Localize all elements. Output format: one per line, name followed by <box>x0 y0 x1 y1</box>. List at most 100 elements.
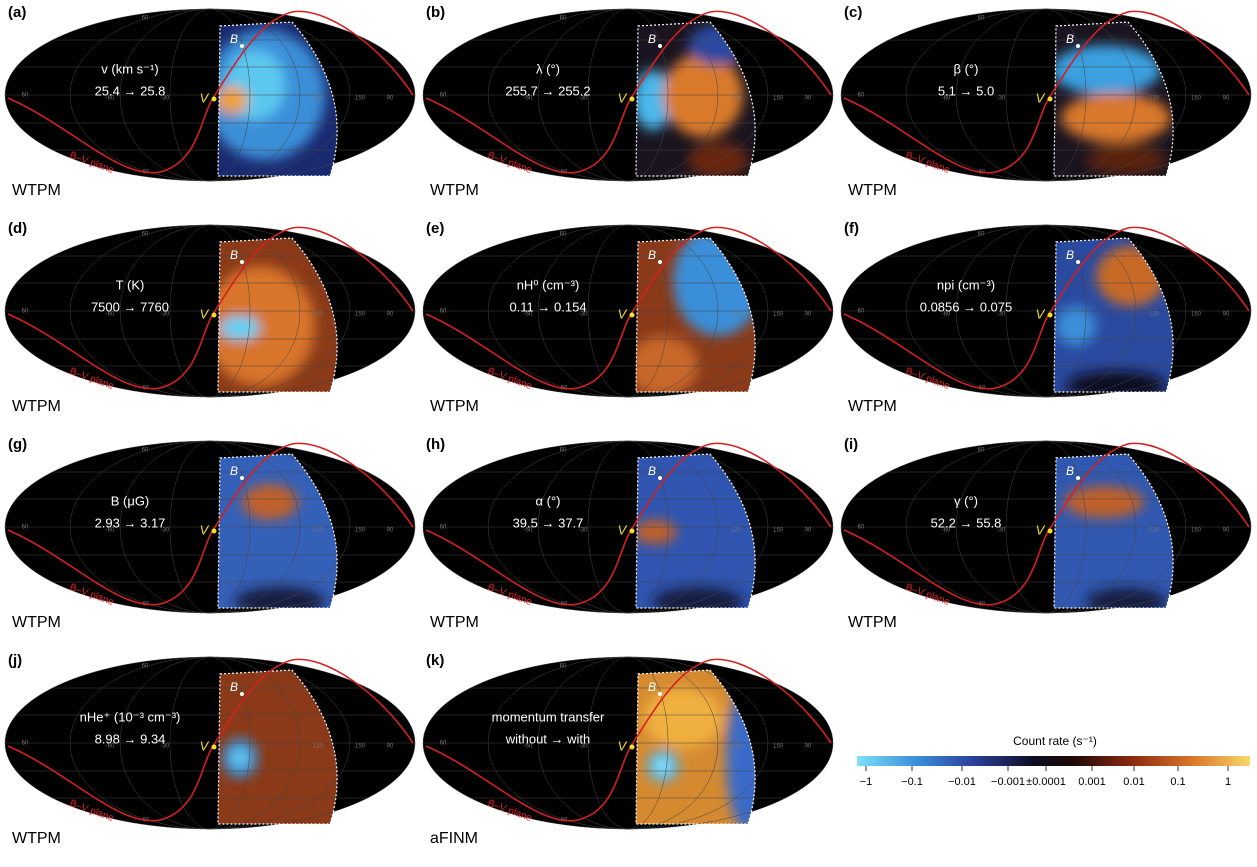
panel-letter: (f) <box>844 220 859 237</box>
change-label: 52.2 → 55.8 <box>931 515 1002 530</box>
panel-letter: (j) <box>8 652 22 669</box>
b-dot <box>240 260 244 264</box>
blobs <box>643 683 756 824</box>
panel-letter: (g) <box>8 436 27 453</box>
grid-label: -30 <box>161 744 170 750</box>
grid-label: 150 <box>1191 96 1202 102</box>
blob <box>1086 588 1166 608</box>
grid-label: 60 <box>858 93 865 99</box>
b-dot <box>658 692 662 696</box>
v-dot <box>1047 96 1053 102</box>
v-label: V <box>1036 306 1046 321</box>
v-dot <box>211 744 217 750</box>
blob <box>1054 45 1161 95</box>
grid-label: -30 <box>997 528 1006 534</box>
grid-label: -60 <box>524 744 533 750</box>
blobs <box>1064 486 1166 608</box>
grid-label: 90 <box>387 312 394 318</box>
grid-label: 90 <box>1223 96 1230 102</box>
grid-label: -60 <box>942 312 951 318</box>
change-label: 8.98 → 9.34 <box>95 731 166 746</box>
panel-letter: (h) <box>426 436 445 453</box>
change-label: 7500 → 7760 <box>91 299 169 314</box>
v-dot <box>211 528 217 534</box>
colorbar-tick-label: 0.1 <box>1170 776 1185 788</box>
blob <box>636 70 673 130</box>
blobs <box>235 484 325 608</box>
grid-label: 120 <box>731 312 742 318</box>
region-border <box>217 453 338 609</box>
grid-label: 120 <box>1149 312 1160 318</box>
grid-label: 60 <box>560 232 567 238</box>
blobs <box>636 520 743 608</box>
parameter-label: α (°) <box>536 493 561 508</box>
b-label: B <box>1066 248 1074 262</box>
grid-label: -30 <box>161 528 170 534</box>
grid-label: 90 <box>805 312 812 318</box>
colorbar-gradient <box>857 756 1250 766</box>
region-border <box>1053 21 1174 177</box>
blob <box>1061 93 1171 143</box>
bv-plane <box>7 442 414 606</box>
panel-letter: (a) <box>8 4 26 21</box>
model-label: WTPM <box>848 398 897 415</box>
blobs <box>218 266 315 386</box>
grid-label: 60 <box>440 741 447 747</box>
grid-label: 150 <box>355 528 366 534</box>
grid-label: 90 <box>1223 312 1230 318</box>
grid-label: 60 <box>22 741 29 747</box>
b-label: B <box>648 248 656 262</box>
grid-label: 60 <box>858 525 865 531</box>
b-label: B <box>230 248 238 262</box>
bv-plane <box>843 10 1250 174</box>
change-label: without → with <box>505 731 591 746</box>
model-label: WTPM <box>848 182 897 199</box>
grid-label: 150 <box>355 96 366 102</box>
grid-label: 60 <box>858 309 865 315</box>
colorbar: Count rate (s⁻¹) −1 −0.1 −0.01 −0.001 ±0.000… <box>857 734 1250 788</box>
model-label: WTPM <box>12 182 61 199</box>
panel-letter: (i) <box>844 436 858 453</box>
grid-label: 120 <box>313 312 324 318</box>
bv-plane <box>7 658 414 822</box>
grid-label: -30 <box>161 312 170 318</box>
grid-label: 60 <box>142 448 149 454</box>
b-dot <box>658 44 662 48</box>
b-label: B <box>230 464 238 478</box>
grid-label: -30 <box>997 96 1006 102</box>
v-label: V <box>618 306 628 321</box>
colorbar-tick-label: 0.01 <box>1123 776 1144 788</box>
change-label: 2.93 → 3.17 <box>95 515 166 530</box>
blob <box>218 86 248 114</box>
b-label: B <box>648 32 656 46</box>
grid-label: -60 <box>106 96 115 102</box>
grid-label: 150 <box>773 528 784 534</box>
blob <box>231 750 249 766</box>
colorbar-tick-label: −0.1 <box>901 776 923 788</box>
grid-label: -30 <box>579 528 588 534</box>
model-label: WTPM <box>12 614 61 631</box>
grid-label: 120 <box>313 744 324 750</box>
grid-label: 90 <box>1223 528 1230 534</box>
grid-label: 60 <box>440 525 447 531</box>
parameter-label: T (K) <box>116 277 145 292</box>
panel-letter: (d) <box>8 220 27 237</box>
grid-label: 60 <box>22 93 29 99</box>
grid-label: -30 <box>997 312 1006 318</box>
blobs <box>1054 45 1171 175</box>
b-label: B <box>230 680 238 694</box>
v-dot <box>629 96 635 102</box>
grid-label: 150 <box>773 744 784 750</box>
blob <box>220 316 260 340</box>
grid-label: 60 <box>560 664 567 670</box>
region-border <box>217 21 338 177</box>
grid-label: -60 <box>524 96 533 102</box>
model-label: aFINM <box>430 830 478 847</box>
grid-label: 90 <box>387 96 394 102</box>
